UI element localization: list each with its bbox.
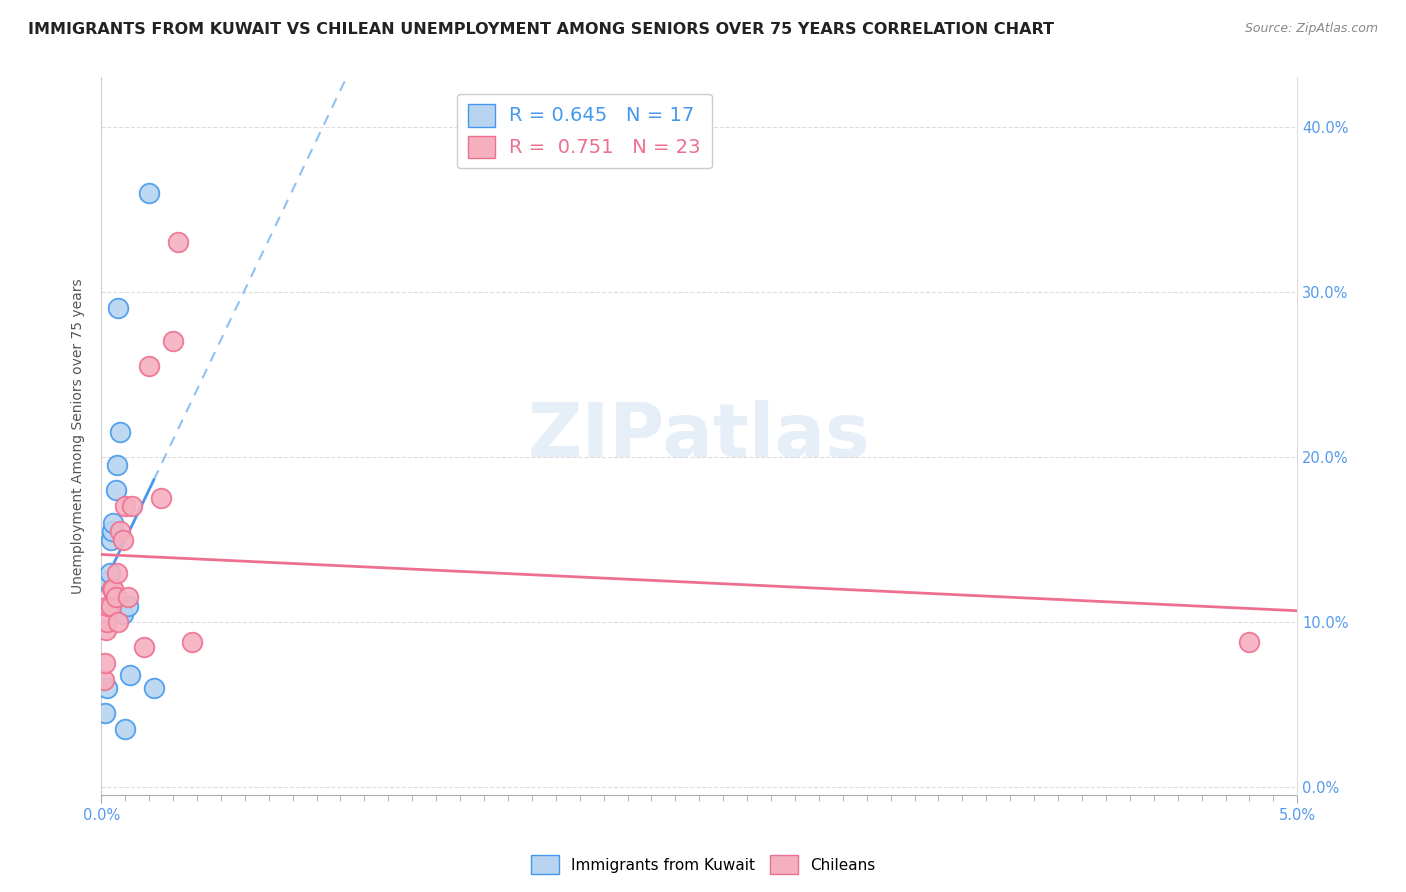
- Point: [1239, 635, 1261, 649]
- Point: [107, 301, 129, 316]
- Point: [101, 582, 124, 596]
- Point: [101, 524, 124, 539]
- Point: [97, 574, 120, 588]
- Legend: R = 0.645   N = 17, R =  0.751   N = 23: R = 0.645 N = 17, R = 0.751 N = 23: [457, 94, 711, 169]
- Point: [94, 657, 117, 671]
- Y-axis label: Unemployment Among Seniors over 75 years: Unemployment Among Seniors over 75 years: [72, 278, 86, 594]
- Point: [100, 599, 122, 613]
- Point: [114, 723, 136, 737]
- Point: [118, 668, 141, 682]
- Point: [101, 582, 124, 596]
- Point: [181, 635, 204, 649]
- Text: IMMIGRANTS FROM KUWAIT VS CHILEAN UNEMPLOYMENT AMONG SENIORS OVER 75 YEARS CORRE: IMMIGRANTS FROM KUWAIT VS CHILEAN UNEMPL…: [28, 22, 1054, 37]
- Point: [94, 706, 117, 720]
- Point: [117, 599, 139, 613]
- Point: [138, 186, 160, 200]
- Point: [110, 425, 132, 440]
- Point: [162, 334, 184, 349]
- Point: [94, 624, 117, 638]
- Point: [104, 483, 127, 497]
- Point: [111, 533, 134, 547]
- Text: ZIPatlas: ZIPatlas: [529, 400, 870, 473]
- Point: [105, 566, 128, 580]
- Point: [150, 491, 173, 506]
- Point: [110, 524, 132, 539]
- Point: [93, 673, 115, 687]
- Point: [104, 591, 127, 605]
- Point: [134, 640, 156, 654]
- Point: [142, 681, 165, 695]
- Legend: Immigrants from Kuwait, Chileans: Immigrants from Kuwait, Chileans: [524, 849, 882, 880]
- Point: [166, 235, 188, 250]
- Point: [107, 615, 129, 629]
- Point: [96, 615, 118, 629]
- Point: [114, 500, 136, 514]
- Point: [96, 681, 118, 695]
- Point: [101, 516, 124, 530]
- Point: [111, 607, 134, 621]
- Point: [117, 591, 139, 605]
- Point: [121, 500, 143, 514]
- Point: [105, 458, 128, 473]
- Text: Source: ZipAtlas.com: Source: ZipAtlas.com: [1244, 22, 1378, 36]
- Point: [98, 566, 121, 580]
- Point: [97, 599, 120, 613]
- Point: [100, 533, 122, 547]
- Point: [138, 359, 160, 374]
